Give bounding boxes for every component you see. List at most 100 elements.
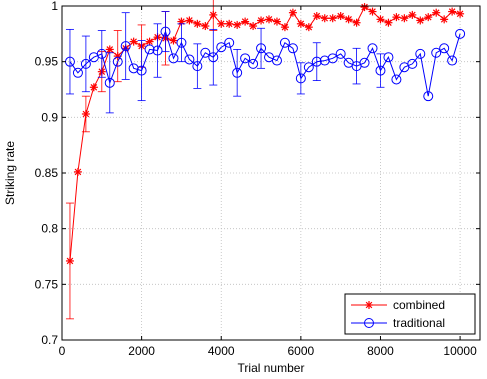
traditional-point: [367, 43, 378, 54]
combined-point: [312, 12, 321, 21]
traditional-point: [423, 91, 434, 102]
traditional-point: [120, 41, 131, 52]
asterisk-stroke: [305, 23, 313, 31]
asterisk-stroke: [297, 20, 305, 28]
combined-point: [65, 256, 74, 265]
traditional-point: [192, 61, 203, 72]
traditional-point: [200, 47, 211, 58]
legend-label: combined: [393, 298, 445, 312]
asterisk-stroke: [114, 52, 122, 60]
traditional-point: [447, 55, 458, 66]
combined-point: [352, 18, 361, 27]
asterisk-stroke: [365, 301, 373, 309]
combined-point: [400, 14, 409, 23]
combined-point: [368, 7, 377, 16]
asterisk-stroke: [146, 38, 153, 45]
traditional-point: [248, 58, 259, 69]
traditional-point: [128, 63, 139, 74]
y-tick-label: 0.7: [41, 333, 58, 347]
asterisk-stroke: [289, 9, 297, 16]
asterisk-stroke: [170, 37, 177, 44]
traditional-point: [364, 318, 374, 328]
combined-point: [201, 22, 210, 31]
legend-item-traditional: traditional: [351, 316, 445, 330]
traditional-point: [383, 52, 394, 63]
plot-area: [62, 6, 480, 340]
ticks: 0 2000 4000 6000 8000 10000 0.7 0.75 0.8 0.85 0.9 0…: [35, 0, 480, 358]
combined-point: [169, 36, 178, 45]
traditional-point: [319, 55, 330, 66]
asterisk-stroke: [217, 20, 225, 28]
traditional-point: [216, 42, 227, 53]
combined-point: [257, 16, 266, 25]
y-tick-label: 1: [51, 0, 58, 13]
traditional-point: [391, 74, 402, 85]
combined-point: [241, 17, 250, 26]
traditional-point: [176, 37, 187, 48]
asterisk-stroke: [345, 16, 352, 23]
traditional-point: [184, 54, 195, 65]
combined-point: [320, 14, 329, 23]
asterisk-stroke: [440, 16, 448, 23]
combined-point: [249, 22, 258, 31]
traditional-point: [295, 73, 306, 84]
traditional-point: [455, 28, 466, 39]
asterisk-stroke: [209, 11, 217, 19]
traditional-point: [375, 65, 386, 76]
traditional-point: [152, 45, 163, 56]
asterisk-stroke: [194, 20, 201, 28]
combined-point: [225, 19, 234, 28]
traditional-point: [240, 53, 251, 64]
asterisk-stroke: [456, 10, 464, 18]
combined-point: [185, 16, 194, 25]
x-tick-label: 4000: [208, 344, 235, 358]
asterisk-stroke: [448, 8, 456, 15]
combined-point: [280, 23, 289, 32]
asterisk-stroke: [385, 19, 392, 27]
plot-background: [62, 6, 480, 340]
combined-point: [145, 37, 154, 46]
asterisk-stroke: [265, 16, 273, 23]
asterisk-stroke: [202, 22, 209, 30]
traditional-line: [69, 30, 461, 97]
combined-point: [209, 10, 218, 19]
asterisk-stroke: [130, 38, 137, 45]
legend-label: traditional: [393, 316, 445, 330]
combined-point: [416, 16, 425, 25]
traditional-point: [208, 52, 219, 63]
combined-point: [376, 15, 385, 24]
combined-point: [448, 7, 457, 16]
combined-point: [81, 109, 90, 118]
asterisk-stroke: [313, 12, 321, 20]
combined-point: [272, 17, 281, 26]
combined-point: [193, 19, 202, 28]
asterisk-stroke: [281, 23, 289, 31]
y-tick-label: 0.9: [41, 110, 58, 124]
traditional-point: [407, 58, 418, 69]
asterisk-stroke: [186, 17, 193, 24]
combined-point: [105, 45, 114, 54]
x-tick-label: 0: [59, 344, 66, 358]
combined-point: [73, 167, 82, 176]
traditional-point: [160, 26, 171, 37]
y-axis-label: Striking rate: [3, 141, 17, 205]
legend-item-combined: combined: [351, 298, 445, 312]
asterisk-stroke: [329, 14, 337, 22]
asterisk-stroke: [90, 83, 98, 91]
combined-point: [432, 8, 441, 17]
y-tick-label: 0.85: [35, 166, 59, 180]
combined-point: [328, 14, 337, 23]
series-layer: [64, 0, 466, 320]
combined-point: [217, 19, 226, 28]
asterisk-stroke: [369, 8, 376, 15]
combined-point: [288, 8, 297, 17]
combined-point: [304, 23, 313, 32]
combined-point: [336, 12, 345, 21]
asterisk-stroke: [74, 168, 82, 176]
asterisk-stroke: [401, 14, 408, 22]
combined-point: [392, 13, 401, 22]
traditional-point: [224, 37, 235, 48]
traditional-point: [104, 77, 115, 88]
series-combined: [65, 0, 465, 320]
asterisk-stroke: [353, 19, 360, 27]
